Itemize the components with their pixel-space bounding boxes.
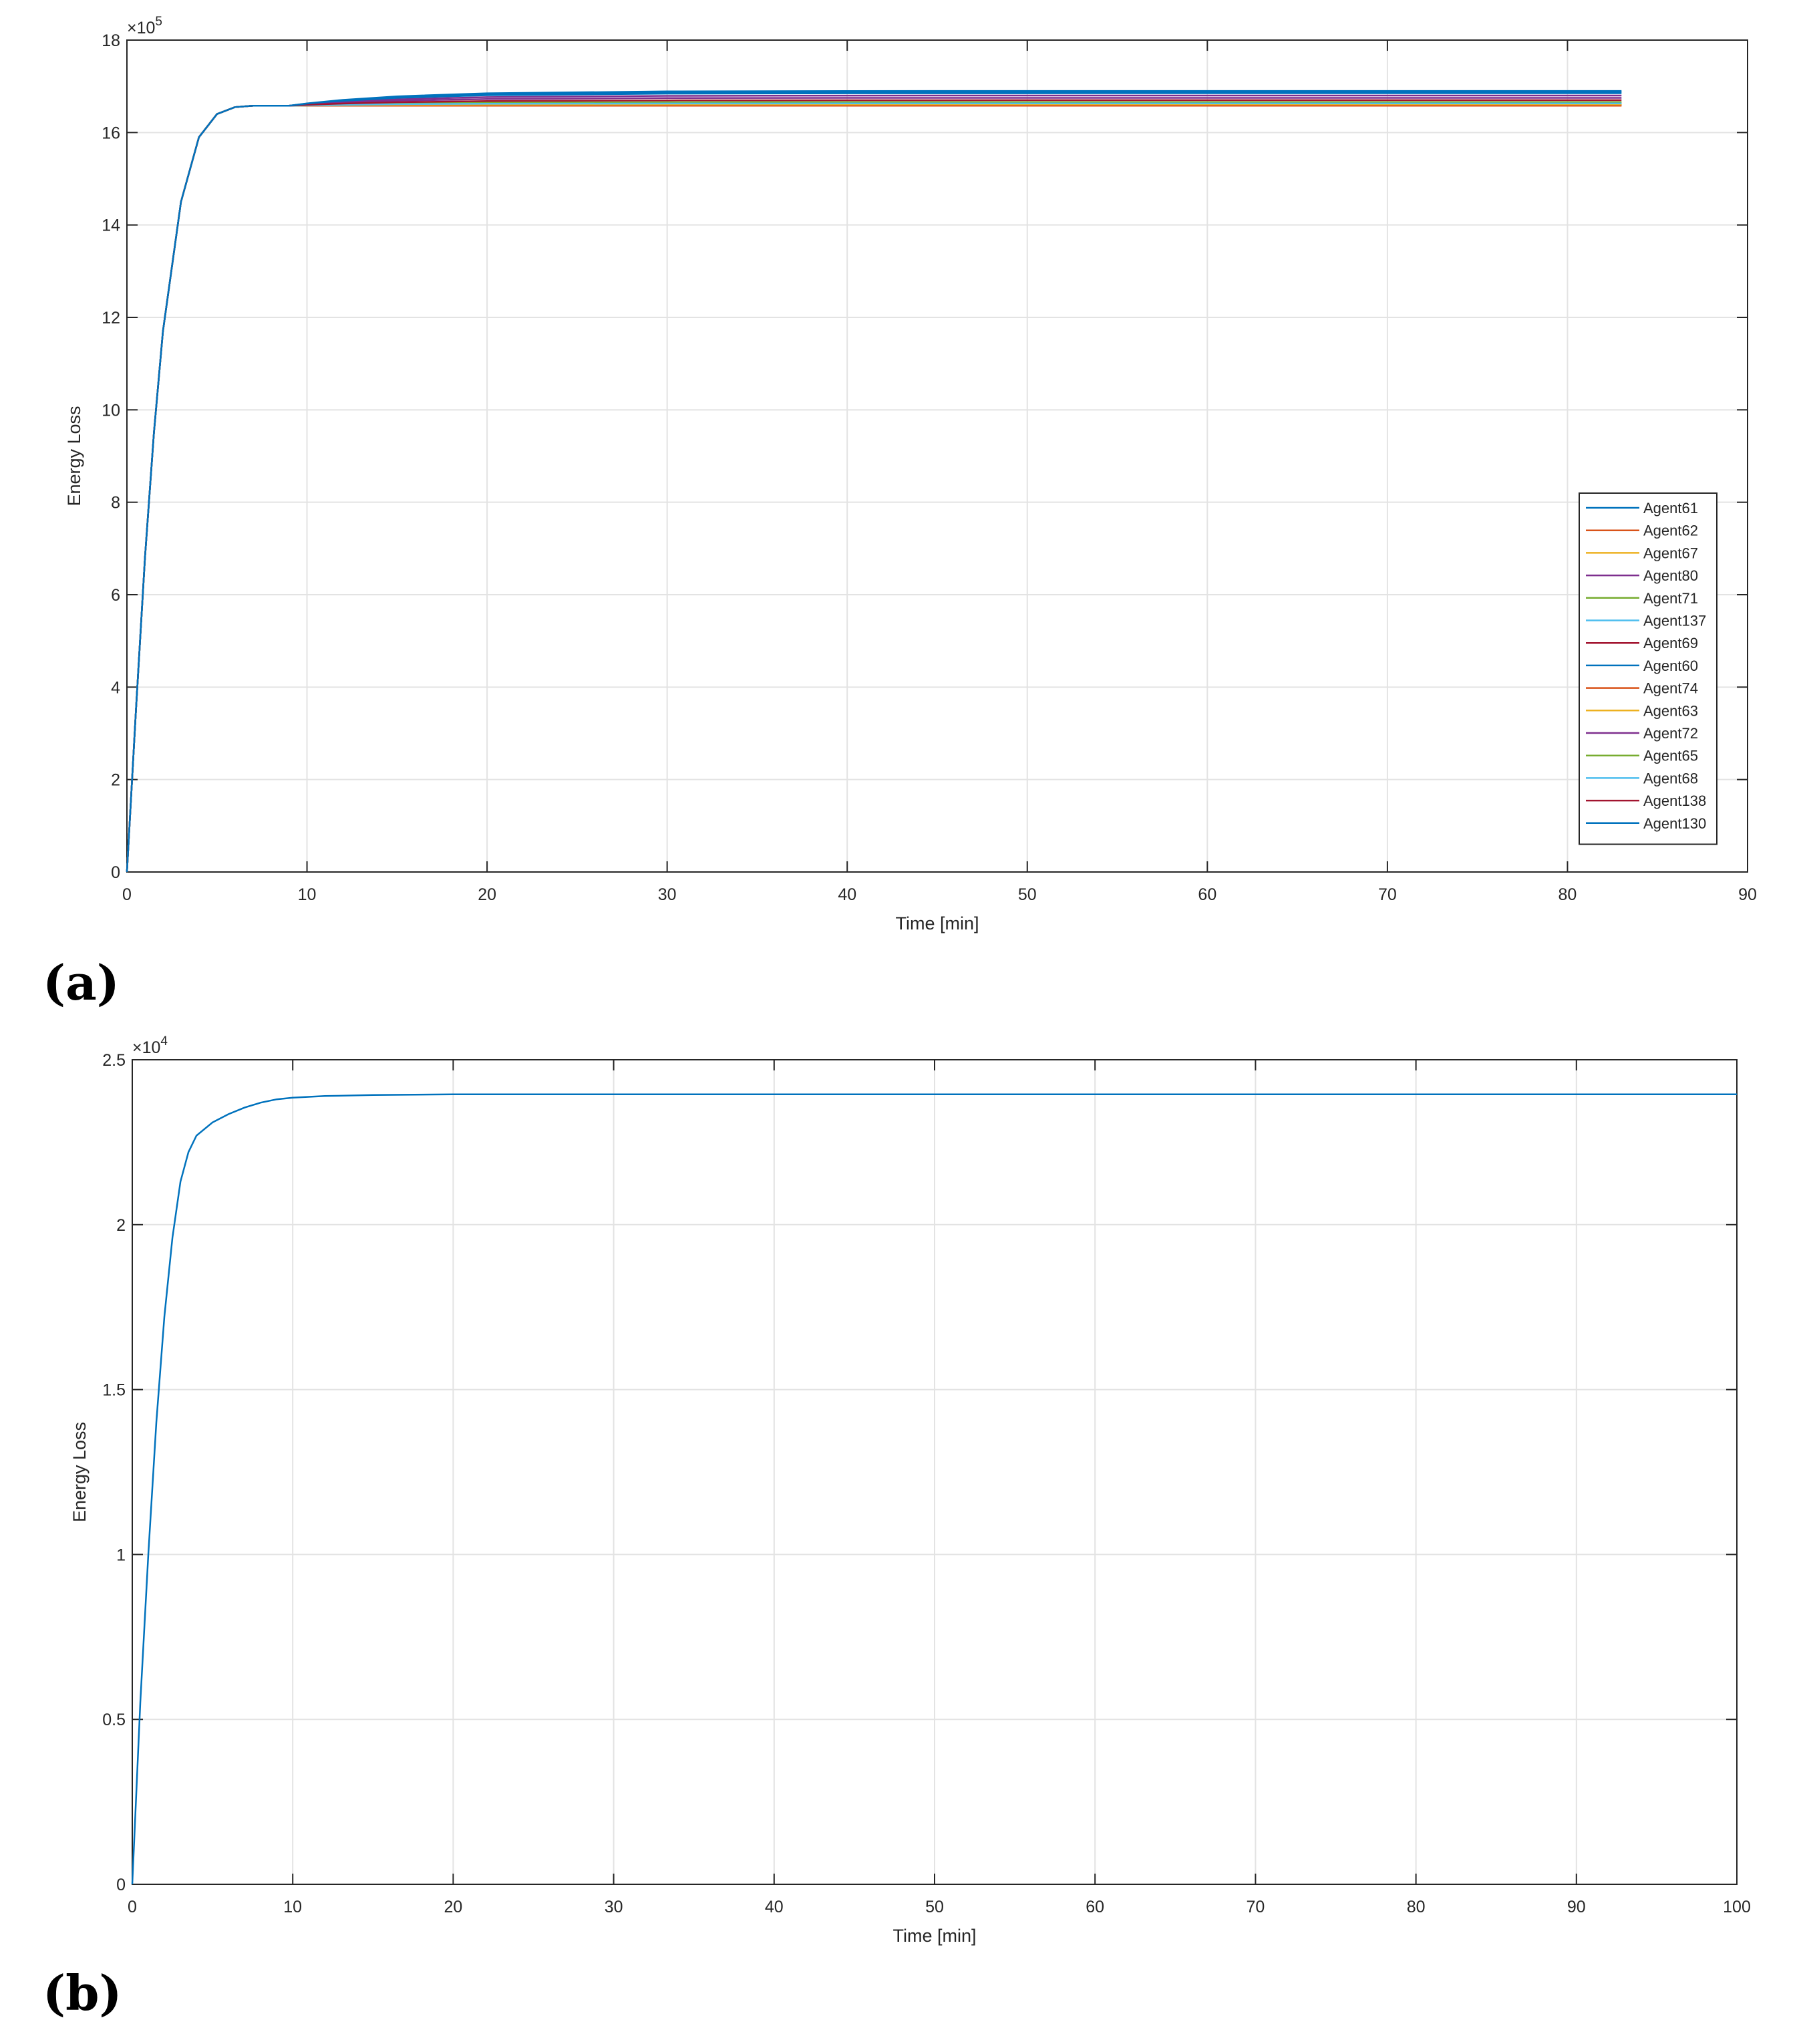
- x-tick-label: 100: [1723, 1898, 1751, 1916]
- series-line: [126, 92, 1622, 873]
- y-tick-label: 1.5: [102, 1381, 126, 1400]
- panel-label-b: (b): [43, 1964, 122, 2021]
- series-line: [126, 94, 1622, 873]
- y-tick-label: 18: [102, 31, 120, 50]
- series-line: [126, 104, 1622, 873]
- x-tick-label: 50: [1018, 885, 1037, 904]
- series-line: [126, 97, 1622, 873]
- x-tick-label: 80: [1407, 1898, 1426, 1916]
- legend-entry: Agent71: [1643, 590, 1698, 607]
- legend-entry: Agent74: [1643, 680, 1698, 697]
- panel-label-a: (a): [43, 954, 120, 1011]
- legend-entry: Agent137: [1643, 613, 1706, 629]
- series-line: [131, 1093, 1737, 1885]
- legend-entry: Agent63: [1643, 702, 1698, 719]
- x-axis-label: Time [min]: [895, 913, 979, 933]
- y-tick-label: 6: [111, 586, 120, 605]
- y-tick-label: 0: [116, 1876, 126, 1894]
- legend-entry: Agent67: [1643, 545, 1698, 561]
- y-tick-label: 8: [111, 494, 120, 513]
- legend-entry: Agent130: [1643, 815, 1706, 832]
- legend-entry: Agent68: [1643, 770, 1698, 786]
- series-line: [126, 99, 1622, 873]
- y-tick-label: 12: [102, 309, 120, 327]
- legend-entry: Agent60: [1643, 658, 1698, 674]
- x-tick-label: 20: [478, 885, 496, 904]
- x-tick-label: 60: [1198, 885, 1216, 904]
- y-tick-label: 0.5: [102, 1711, 126, 1729]
- x-tick-label: 70: [1246, 1898, 1265, 1916]
- x-tick-label: 80: [1559, 885, 1577, 904]
- plot-frame: [126, 39, 1748, 873]
- y-tick-label: 14: [102, 216, 120, 235]
- legend-entry: Agent72: [1643, 725, 1698, 742]
- x-tick-label: 50: [925, 1898, 944, 1916]
- legend-entry: Agent62: [1643, 523, 1698, 539]
- series-line: [126, 104, 1622, 873]
- x-tick-label: 60: [1086, 1898, 1104, 1916]
- x-tick-label: 10: [283, 1898, 302, 1916]
- x-tick-label: 90: [1567, 1898, 1586, 1916]
- x-tick-label: 90: [1738, 885, 1757, 904]
- x-tick-label: 10: [298, 885, 317, 904]
- y-tick-label: 1: [116, 1546, 126, 1564]
- x-tick-label: 0: [122, 885, 132, 904]
- series-line: [126, 102, 1622, 873]
- y-tick-label: 16: [102, 124, 120, 142]
- x-tick-label: 30: [658, 885, 677, 904]
- series-line: [126, 104, 1622, 873]
- y-tick-label: 4: [111, 678, 120, 697]
- x-axis-label: Time [min]: [892, 1926, 976, 1946]
- legend-entry: Agent138: [1643, 792, 1706, 809]
- legend-entry: Agent65: [1643, 748, 1698, 764]
- x-tick-label: 30: [605, 1898, 623, 1916]
- y-tick-label: 0: [111, 863, 120, 882]
- x-tick-label: 0: [128, 1898, 137, 1916]
- x-tick-label: 20: [444, 1898, 462, 1916]
- series-line: [126, 102, 1622, 873]
- legend-box: [1579, 492, 1718, 845]
- legend-entry: Agent69: [1643, 635, 1698, 651]
- x-tick-label: 40: [765, 1898, 784, 1916]
- chart-b: 0 10 20 30 40 50 60 70 80 90 100 0 0.5 1 1.5 2 2.5 ×104 Ti…: [69, 1034, 1751, 1946]
- y-tick-label: 10: [102, 401, 120, 420]
- series-line: [126, 101, 1622, 873]
- series-line: [126, 103, 1622, 873]
- legend-entry: Agent80: [1643, 567, 1698, 584]
- series-line: [126, 91, 1622, 873]
- y-axis-label: Energy Loss: [69, 1422, 90, 1522]
- y-tick-label: 2.5: [102, 1051, 126, 1070]
- y-axis-label: Energy Loss: [64, 406, 84, 506]
- y-exponent-label: ×104: [132, 1034, 168, 1057]
- series-line: [126, 103, 1622, 873]
- chart-a: 0 10 20 30 40 50 60 70 80 90 0 2 4 6 8 10 12 14 16 18 ×105 Ti…: [64, 15, 1757, 933]
- legend-entry: Agent61: [1643, 500, 1698, 517]
- y-tick-label: 2: [111, 771, 120, 790]
- series-line: [126, 104, 1622, 873]
- x-tick-label: 40: [838, 885, 856, 904]
- series-line: [126, 90, 1622, 873]
- y-tick-label: 2: [116, 1216, 126, 1235]
- x-tick-label: 70: [1378, 885, 1397, 904]
- y-exponent-label: ×105: [127, 15, 162, 37]
